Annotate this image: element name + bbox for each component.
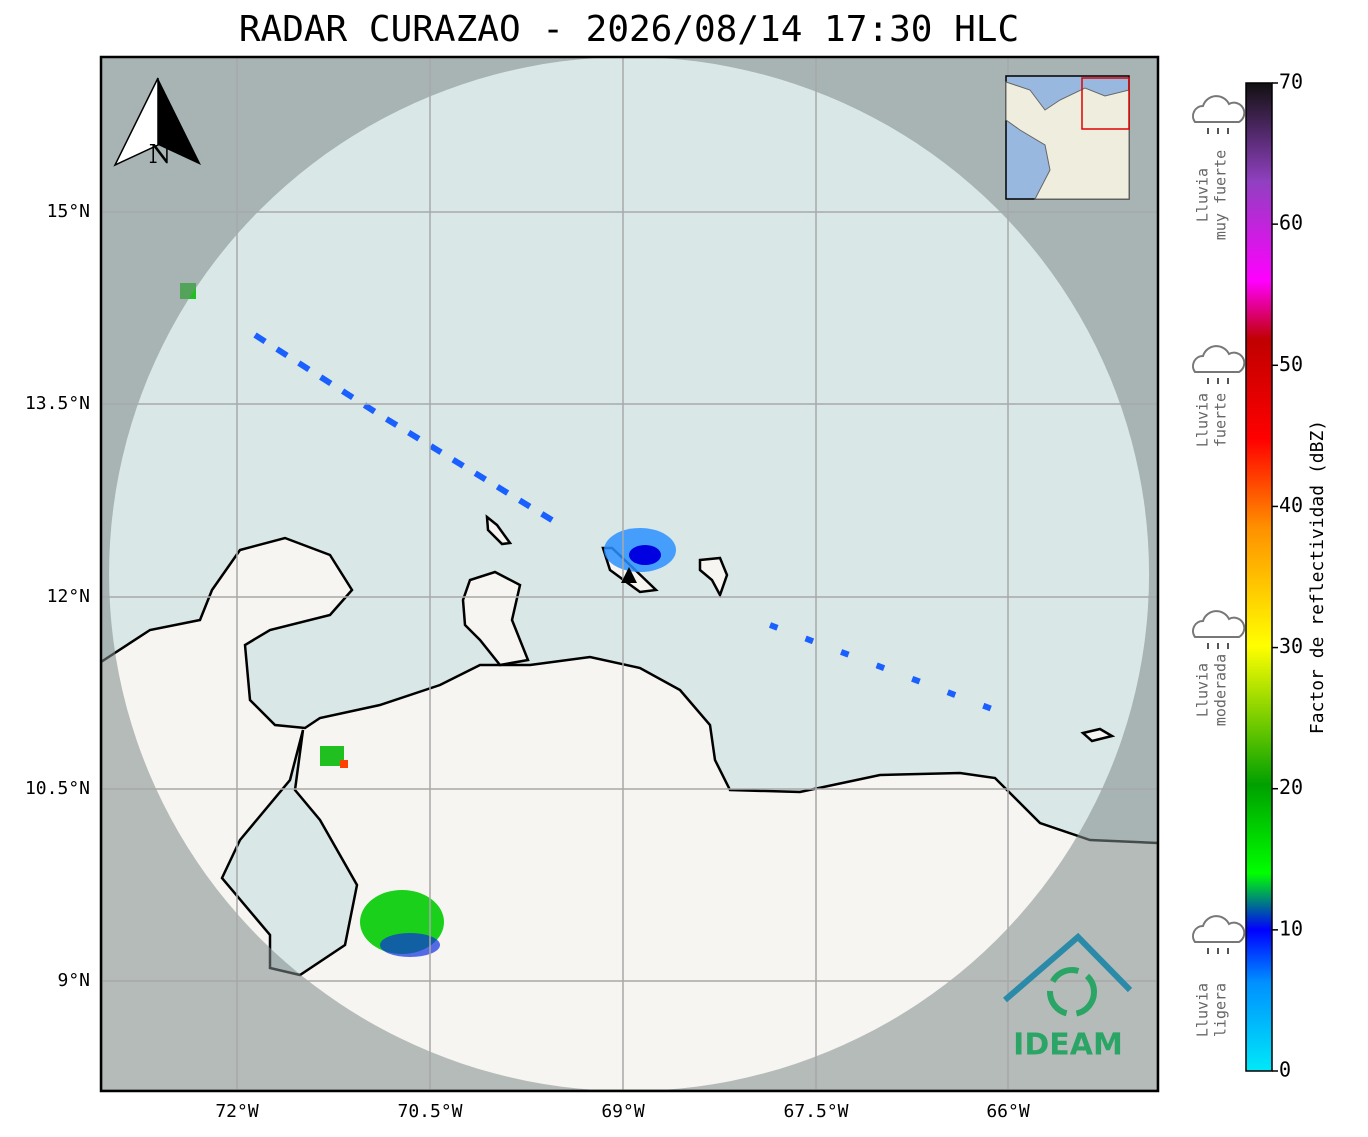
rain-level: Lluvia ligera: [1192, 915, 1246, 1037]
rain-icon: [1192, 915, 1246, 943]
rain-drops: [1207, 643, 1229, 649]
rain-label: Lluvia: [1194, 168, 1212, 222]
lat-label: 9°N: [57, 970, 90, 991]
rain-level: Lluvia moderada: [1192, 610, 1246, 726]
colorbar-tick-label: 40: [1279, 493, 1303, 517]
inset-map: [1005, 75, 1130, 200]
north-arrow: N: [113, 77, 201, 170]
lat-label: 12°N: [47, 586, 90, 607]
rain-label: Lluvia: [1194, 663, 1212, 717]
radar-site: [621, 567, 637, 583]
lon-label: 69°W: [601, 1101, 645, 1122]
echoes: [180, 283, 1002, 957]
rain-drops: [1207, 378, 1229, 384]
map-frame: [99, 55, 1160, 1093]
lat-label: 10.5°N: [25, 778, 90, 799]
graticule: [101, 57, 1158, 1091]
rain-label: fuerte: [1212, 393, 1230, 447]
la-orchila: [1080, 727, 1116, 743]
colorbar: [1245, 82, 1273, 1072]
lon-label: 72°W: [215, 1101, 259, 1122]
rain-label: ligera: [1212, 983, 1230, 1037]
logo-text: IDEAM: [1013, 1028, 1123, 1063]
colorbar-tick-label: 60: [1279, 211, 1303, 235]
rain-icon: [1192, 345, 1246, 373]
lat-label: 15°N: [47, 201, 90, 222]
colorbar-label: Factor de reflectividad (dBZ): [1307, 420, 1328, 734]
colorbar-tick-label: 20: [1279, 775, 1303, 799]
colorbar-tick-label: 70: [1279, 70, 1303, 94]
title: RADAR CURAZAO - 2026/08/14 17:30 HLC: [239, 9, 1019, 50]
bonaire: [698, 556, 729, 599]
rain-level: Lluvia fuerte: [1192, 345, 1246, 447]
rain-icon: [1192, 95, 1246, 123]
aruba: [485, 514, 513, 546]
map: [101, 57, 1158, 1091]
colorbar-ticks: 0 10 20 30 40 50 60 70: [1272, 70, 1303, 1082]
colorbar-tick-label: 30: [1279, 634, 1303, 658]
rain-label: Lluvia: [1194, 983, 1212, 1037]
lon-label: 67.5°W: [783, 1101, 848, 1122]
logo: IDEAM: [1003, 932, 1133, 1063]
colorbar-tick-label: 0: [1279, 1058, 1291, 1082]
paraguana: [461, 570, 530, 667]
mainland: [101, 536, 1158, 1091]
lon-label: 66°W: [986, 1101, 1030, 1122]
rain-icon: [1192, 610, 1246, 638]
rain-label: moderada: [1212, 654, 1230, 726]
rain-drops: [1207, 948, 1229, 954]
rain-level: Lluvia muy fuerte: [1192, 95, 1246, 240]
rain-label: muy fuerte: [1212, 150, 1230, 240]
colorbar-tick-label: 50: [1279, 352, 1303, 376]
rain-label: Lluvia: [1194, 393, 1212, 447]
lat-label: 13.5°N: [25, 393, 90, 414]
lon-label: 70.5°W: [397, 1101, 462, 1122]
rain-drops: [1207, 128, 1229, 134]
north-label: N: [149, 140, 172, 170]
colorbar-tick-label: 10: [1279, 916, 1303, 940]
